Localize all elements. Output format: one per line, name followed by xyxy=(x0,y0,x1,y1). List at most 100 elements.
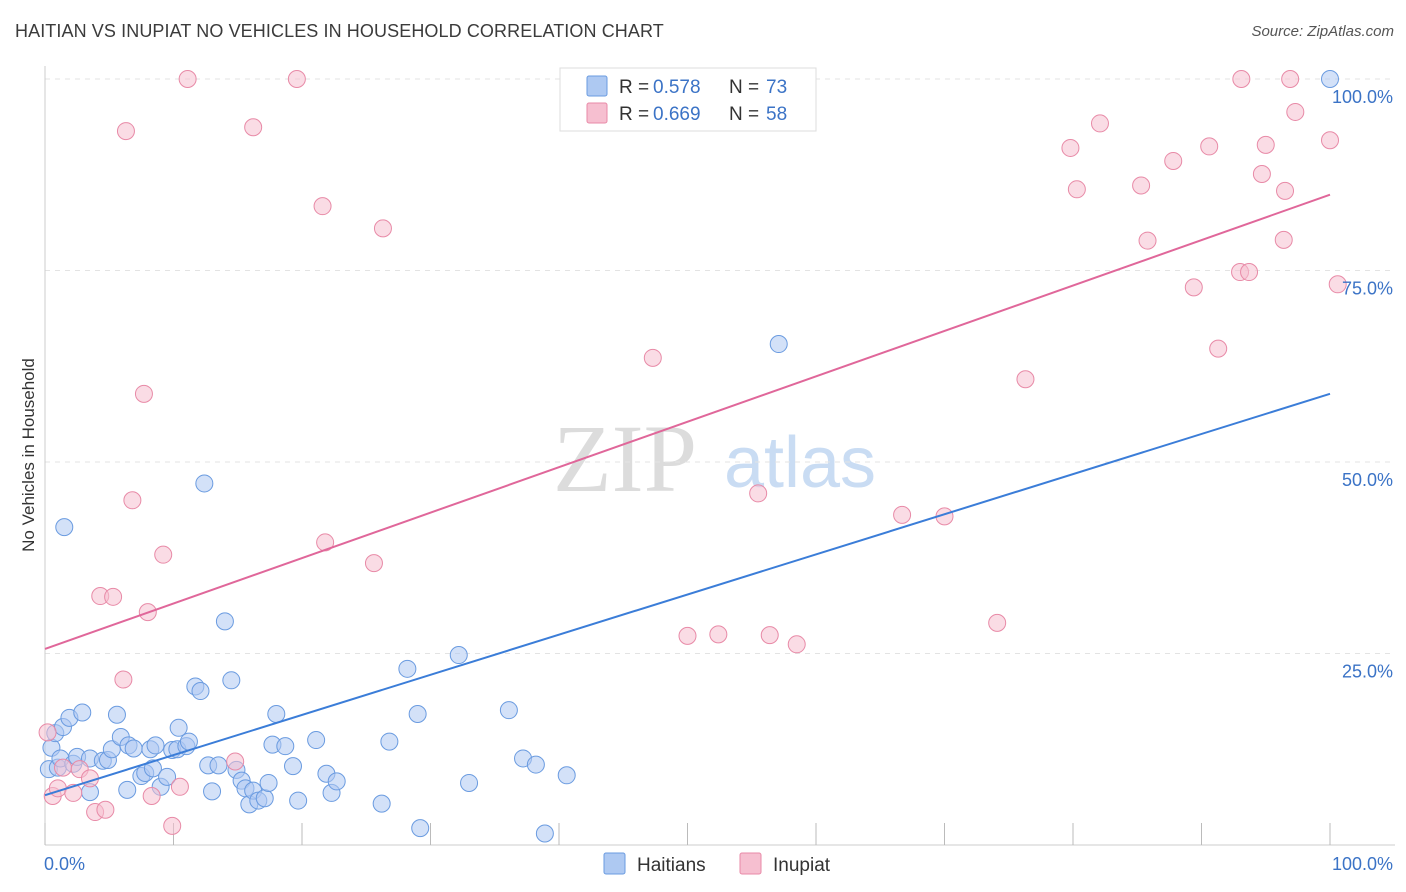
data-points xyxy=(38,70,1347,843)
y-tick-label: 50.0% xyxy=(1342,470,1393,490)
point-inupiat xyxy=(643,348,662,367)
point-inupiat xyxy=(1328,275,1347,294)
trend-line-inupiat xyxy=(44,193,1331,650)
point-inupiat xyxy=(1090,114,1109,133)
point-inupiat xyxy=(313,197,332,216)
point-inupiat xyxy=(988,613,1007,632)
point-inupiat xyxy=(170,777,189,796)
point-inupiat xyxy=(1061,138,1080,157)
point-inupiat xyxy=(1209,339,1228,358)
x-tick-label: 100.0% xyxy=(1332,854,1393,874)
point-haitians xyxy=(118,780,137,799)
point-haitians xyxy=(327,772,346,791)
point-inupiat xyxy=(1016,370,1035,389)
point-inupiat xyxy=(893,505,912,524)
legend-r-label: R = xyxy=(619,77,649,98)
point-inupiat xyxy=(178,70,197,88)
point-haitians xyxy=(55,518,74,537)
point-inupiat xyxy=(1232,70,1251,88)
point-haitians xyxy=(557,766,576,785)
bottom-legend-haitians: Haitians xyxy=(637,855,706,876)
point-haitians xyxy=(102,740,121,759)
point-haitians xyxy=(222,671,241,690)
point-inupiat xyxy=(1252,164,1271,183)
point-haitians xyxy=(769,335,788,354)
point-haitians xyxy=(203,782,222,801)
legend-n-label: N = xyxy=(729,104,759,125)
point-haitians xyxy=(307,731,326,750)
point-inupiat xyxy=(53,758,72,777)
point-inupiat xyxy=(1274,230,1293,249)
source-label: Source: ZipAtlas.com xyxy=(1251,23,1394,40)
point-haitians xyxy=(169,718,188,737)
point-inupiat xyxy=(123,491,142,510)
point-inupiat xyxy=(787,635,806,654)
trend-line-haitians xyxy=(44,392,1331,797)
legend-r-label: R = xyxy=(619,104,649,125)
point-haitians xyxy=(526,755,545,774)
bottom-legend-swatch-haitians xyxy=(603,852,626,875)
point-inupiat xyxy=(1067,180,1086,199)
point-haitians xyxy=(267,705,286,724)
point-haitians xyxy=(158,767,177,786)
point-haitians xyxy=(215,612,234,631)
bottom-legend-swatch-inupiat xyxy=(739,852,762,875)
point-inupiat xyxy=(244,118,263,137)
y-axis-label: No Vehicles in Household xyxy=(19,358,38,552)
point-inupiat xyxy=(154,545,173,564)
point-inupiat xyxy=(1138,231,1157,250)
y-tick-label: 100.0% xyxy=(1332,87,1393,107)
point-inupiat xyxy=(749,484,768,503)
point-haitians xyxy=(209,756,228,775)
legend-box: R = 0.578 N = 73 R = 0.669 N = 58 xyxy=(559,67,817,132)
point-inupiat xyxy=(373,219,392,238)
point-haitians xyxy=(191,682,210,701)
point-inupiat xyxy=(1286,102,1305,121)
point-inupiat xyxy=(134,384,153,403)
point-haitians xyxy=(535,824,554,843)
point-inupiat xyxy=(1276,181,1295,200)
point-inupiat xyxy=(364,554,383,573)
legend-r-haitians: 0.578 xyxy=(653,77,701,98)
point-haitians xyxy=(1321,70,1339,88)
point-haitians xyxy=(289,791,308,810)
point-haitians xyxy=(408,705,427,724)
point-inupiat xyxy=(1281,70,1300,88)
y-tick-label: 25.0% xyxy=(1342,662,1393,682)
point-haitians xyxy=(284,757,303,776)
legend-r-inupiat: 0.669 xyxy=(653,104,701,125)
legend-n-inupiat: 58 xyxy=(766,104,787,125)
point-haitians xyxy=(255,789,274,808)
point-haitians xyxy=(143,759,162,778)
x-tick-label: 0.0% xyxy=(44,854,85,874)
point-haitians xyxy=(259,773,278,792)
point-haitians xyxy=(449,646,468,665)
point-inupiat xyxy=(1164,151,1183,170)
point-haitians xyxy=(380,732,399,751)
point-inupiat xyxy=(226,752,245,771)
point-inupiat xyxy=(1184,278,1203,297)
tick-labels: 25.0% 50.0% 75.0% 100.0% 0.0% 100.0% xyxy=(44,87,1393,874)
point-inupiat xyxy=(1132,176,1151,195)
point-haitians xyxy=(398,659,417,678)
watermark-atlas: atlas xyxy=(724,423,876,503)
point-inupiat xyxy=(116,122,135,141)
legend-swatch-haitians xyxy=(586,75,608,97)
chart-title: HAITIAN VS INUPIAT NO VEHICLES IN HOUSEH… xyxy=(15,21,664,41)
point-haitians xyxy=(146,736,165,755)
point-inupiat xyxy=(1256,135,1275,154)
point-inupiat xyxy=(104,587,123,606)
point-inupiat xyxy=(678,626,697,645)
gridlines xyxy=(45,78,1395,654)
point-inupiat xyxy=(142,786,161,805)
y-tick-label: 75.0% xyxy=(1342,279,1393,299)
bottom-legend: Haitians Inupiat xyxy=(603,852,831,876)
point-haitians xyxy=(499,701,518,720)
point-haitians xyxy=(276,737,295,756)
point-haitians xyxy=(460,773,479,792)
point-inupiat xyxy=(760,626,779,645)
point-inupiat xyxy=(287,70,306,88)
point-haitians xyxy=(124,739,143,758)
point-haitians xyxy=(195,474,214,493)
